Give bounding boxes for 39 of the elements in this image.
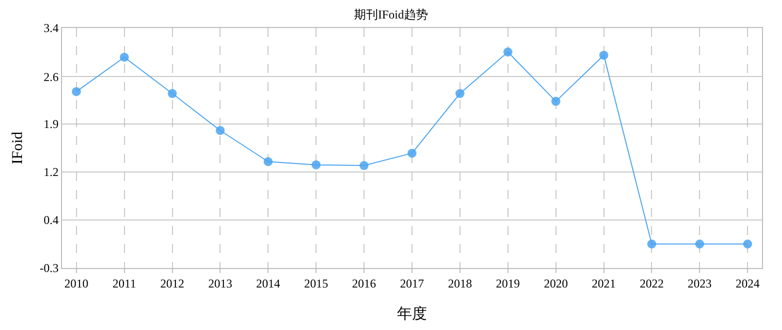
point <box>168 89 177 98</box>
x-axis-title: 年度 <box>397 305 427 322</box>
point <box>216 126 225 135</box>
y-tick-label: 1.2 <box>44 165 59 180</box>
y-tick-label: 0.4 <box>44 213 59 228</box>
point <box>743 240 752 248</box>
x-tick-label: 2021 <box>592 276 616 290</box>
x-tick-label: 2017 <box>400 276 424 290</box>
point <box>408 148 416 158</box>
point <box>647 240 656 248</box>
x-tick-label: 2013 <box>208 276 232 290</box>
x-tick-label: 2015 <box>304 276 328 290</box>
point <box>312 160 321 170</box>
point <box>264 157 273 166</box>
y-axis-title: IFoid <box>10 131 26 164</box>
x-tick-label: 2024 <box>736 276 760 290</box>
point <box>551 96 560 106</box>
x-tick-label: 2019 <box>496 276 520 290</box>
chart-title: 期刊IFoid趋势 <box>354 7 428 22</box>
x-tick-label: 2014 <box>256 276 280 290</box>
x-tick-label: 2018 <box>448 276 472 290</box>
point <box>72 87 81 96</box>
point <box>455 89 464 98</box>
y-tick-label: 2.6 <box>44 70 59 84</box>
point <box>695 240 704 248</box>
point <box>360 161 369 170</box>
x-tick-label: 2012 <box>160 276 184 290</box>
point <box>599 50 608 60</box>
x-tick-label: 2020 <box>544 276 568 290</box>
y-tick-label: 3.4 <box>44 21 59 36</box>
x-tick-label: 2010 <box>64 276 88 290</box>
y-tick-label: -0.3 <box>40 261 59 276</box>
point <box>503 48 512 56</box>
y-tick-label: 1.9 <box>44 117 59 132</box>
x-tick-label: 2016 <box>352 276 376 290</box>
x-tick-label: 2022 <box>640 276 664 290</box>
point <box>120 52 129 62</box>
x-tick-label: 2011 <box>112 276 136 290</box>
x-tick-label: 2023 <box>688 276 712 290</box>
